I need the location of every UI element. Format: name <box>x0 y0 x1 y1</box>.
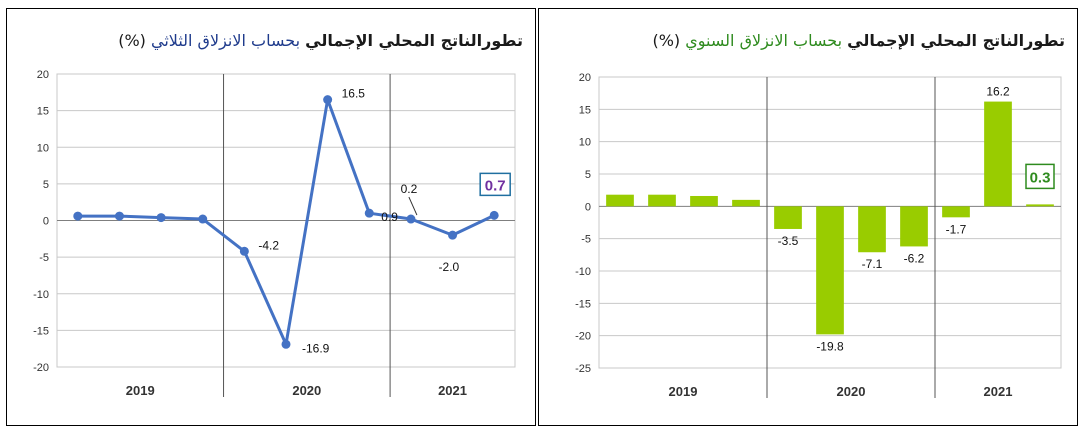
y-tick-label: -10 <box>575 266 591 278</box>
bar <box>858 206 886 253</box>
data-point <box>281 339 291 349</box>
bar <box>900 206 928 247</box>
annual-title-unit: (%) <box>652 31 681 50</box>
quarterly-title-main: تطورالناتج المحلي الإجمالي <box>305 31 523 50</box>
year-label: 2020 <box>837 384 866 399</box>
highlight-box <box>479 172 511 197</box>
y-tick-label: 10 <box>579 137 591 149</box>
data-point <box>73 211 83 221</box>
y-tick-label: -25 <box>575 363 591 375</box>
highlight-box <box>1025 163 1055 190</box>
quarterly-gdp-panel: تطورالناتج المحلي الإجمالي بحساب الانزلا… <box>6 8 536 426</box>
year-label: 2020 <box>292 383 321 398</box>
y-tick-label: -10 <box>33 289 49 301</box>
y-tick-label: 20 <box>579 72 591 84</box>
data-point <box>114 211 124 221</box>
data-label: -3.5 <box>778 234 799 248</box>
quarterly-chart-title: تطورالناتج المحلي الإجمالي بحساب الانزلا… <box>118 31 523 50</box>
bar <box>690 195 718 207</box>
bar <box>732 199 760 207</box>
bar <box>648 194 676 207</box>
data-point <box>156 213 166 223</box>
highlight-label: 0.3 <box>1030 169 1051 186</box>
annual-chart-title: تطورالناتج المحلي الإجمالي بحساب الانزلا… <box>652 31 1065 50</box>
data-point <box>323 95 333 105</box>
y-tick-label: -15 <box>33 325 49 337</box>
data-label: -4.2 <box>258 238 279 252</box>
bar <box>606 194 634 207</box>
data-label: 16.2 <box>986 85 1010 99</box>
quarterly-title-sub: بحساب الانزلاق الثلاثي <box>150 31 301 50</box>
bar <box>984 101 1012 207</box>
bar <box>942 206 970 218</box>
highlight-label: 0.7 <box>485 177 506 194</box>
annual-title-sub: بحساب الانزلاق السنوي <box>685 31 843 50</box>
bar <box>816 206 844 335</box>
annual-bar-chart: 20 15 10 5 0 -5 -10 -15 -20 -25 2019 2020 2021 -3.5 -1… <box>575 72 1062 399</box>
quarterly-title-unit: (%) <box>118 31 146 50</box>
data-label: 16.5 <box>342 87 366 101</box>
data-label: -2.0 <box>439 260 460 274</box>
data-label: -7.1 <box>862 257 883 271</box>
data-point <box>406 214 416 224</box>
y-tick-label: -20 <box>575 331 591 343</box>
y-tick-label: 10 <box>37 142 49 154</box>
data-label: -1.7 <box>946 222 967 236</box>
year-label: 2019 <box>669 384 698 399</box>
annual-title-main: تطورالناتج المحلي الإجمالي <box>847 31 1065 50</box>
y-tick-label: -5 <box>581 234 591 246</box>
data-point <box>364 208 374 218</box>
data-label: 0.2 <box>401 182 418 196</box>
leader-line <box>408 196 418 216</box>
quarterly-line-chart: 20 15 10 5 0 -5 -10 -15 -20 2019 2020 2021 -4.2 -16.9… <box>33 69 516 398</box>
y-tick-label: 15 <box>579 104 591 116</box>
data-label: -19.8 <box>816 339 844 353</box>
y-tick-label: 5 <box>43 179 49 191</box>
data-point <box>489 210 499 220</box>
y-tick-label: 0 <box>585 201 591 213</box>
y-tick-label: 0 <box>43 216 49 228</box>
series-line <box>77 98 495 346</box>
y-tick-label: 15 <box>37 106 49 118</box>
y-tick-label: 5 <box>585 169 591 181</box>
year-label: 2021 <box>438 383 467 398</box>
bar <box>774 206 802 229</box>
y-tick-label: -5 <box>39 252 49 264</box>
data-point <box>198 214 208 224</box>
bar <box>1026 204 1054 207</box>
data-label: 0.9 <box>381 210 398 224</box>
data-label: -6.2 <box>904 251 925 265</box>
y-tick-label: -20 <box>33 362 49 374</box>
annual-gdp-panel: تطورالناتج المحلي الإجمالي بحساب الانزلا… <box>538 8 1078 426</box>
data-point <box>239 246 249 256</box>
data-label: -16.9 <box>302 341 330 355</box>
y-tick-label: 20 <box>37 69 49 81</box>
year-label: 2019 <box>126 383 155 398</box>
y-tick-label: -15 <box>575 298 591 310</box>
year-label: 2021 <box>984 384 1013 399</box>
data-point <box>448 230 458 240</box>
